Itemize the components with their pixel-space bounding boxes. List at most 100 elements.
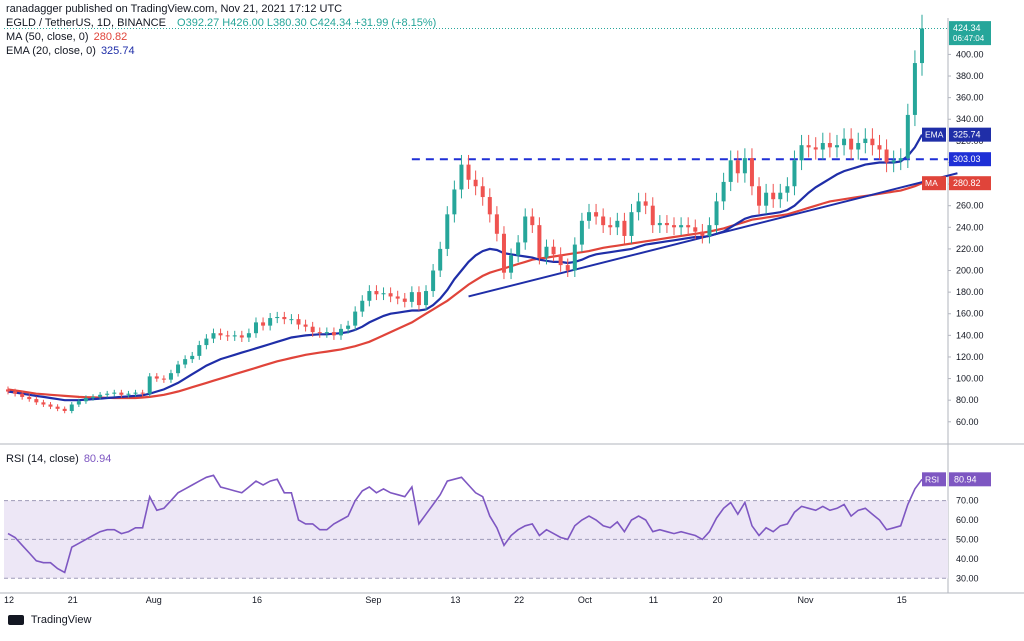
candle-body bbox=[537, 225, 542, 258]
candle-body bbox=[20, 393, 25, 397]
candle-body bbox=[140, 392, 145, 394]
candle-body bbox=[870, 138, 875, 146]
publisher-text: ranadagger published on TradingView.com,… bbox=[6, 3, 343, 15]
rsi-value-label: 80.94 bbox=[954, 474, 977, 484]
candle-body bbox=[218, 333, 223, 336]
candle-body bbox=[516, 242, 521, 256]
ma-legend: MA (50, close, 0) 280.82 bbox=[6, 31, 129, 43]
candle-body bbox=[806, 145, 811, 148]
candle-body bbox=[282, 316, 287, 320]
price-axis-label: 260.00 bbox=[956, 201, 984, 211]
candle-body bbox=[636, 201, 641, 213]
candle-body bbox=[34, 399, 39, 403]
ema-legend-label: EMA (20, close, 0) bbox=[6, 45, 96, 57]
time-axis-label: 11 bbox=[649, 595, 658, 605]
candle-body bbox=[154, 376, 159, 379]
candle-body bbox=[608, 225, 613, 228]
price-label-value: 424.34 bbox=[953, 23, 981, 33]
price-tag-box bbox=[922, 127, 946, 142]
candle-body bbox=[707, 225, 712, 236]
candle-body bbox=[204, 338, 209, 346]
candle-body bbox=[728, 160, 733, 182]
candle-body bbox=[544, 246, 549, 258]
candle-body bbox=[367, 291, 372, 301]
time-axis-label: Aug bbox=[146, 595, 162, 605]
price-axis-label: 60.00 bbox=[956, 417, 979, 427]
candle-body bbox=[211, 333, 216, 339]
candle-body bbox=[749, 158, 754, 187]
candle-body bbox=[41, 402, 46, 405]
rsi-legend: RSI (14, close) 80.94 bbox=[6, 453, 113, 465]
candle-body bbox=[721, 181, 726, 202]
candle-body bbox=[395, 296, 400, 299]
candle-body bbox=[416, 292, 421, 306]
candle-body bbox=[374, 291, 379, 295]
candle-body bbox=[601, 216, 606, 226]
candle-body bbox=[735, 160, 740, 174]
ma-50-line bbox=[7, 182, 923, 400]
candle-body bbox=[643, 201, 648, 206]
candle-body bbox=[261, 322, 266, 326]
rsi-value-box bbox=[949, 472, 991, 487]
candle-body bbox=[856, 143, 861, 150]
ema-legend-value: 325.74 bbox=[100, 45, 135, 57]
candle-body bbox=[742, 158, 747, 174]
price-label-countdown: 06:47:04 bbox=[953, 34, 985, 43]
rsi-axis-label: 40.00 bbox=[956, 554, 979, 564]
time-axis-label: 21 bbox=[68, 595, 78, 605]
candle-body bbox=[920, 28, 924, 64]
candle-body bbox=[346, 325, 351, 329]
time-axis-label: Sep bbox=[365, 595, 381, 605]
candle-body bbox=[764, 192, 769, 206]
candle-body bbox=[296, 319, 301, 325]
candle-body bbox=[466, 164, 471, 180]
candle-body bbox=[849, 138, 854, 150]
tradingview-brand: TradingView bbox=[30, 614, 92, 626]
rsi-axis-label: 50.00 bbox=[956, 534, 979, 544]
candle-body bbox=[842, 138, 847, 146]
candle-body bbox=[501, 233, 506, 273]
rsi-legend-label: RSI (14, close) bbox=[6, 453, 79, 465]
price-axis-label: 180.00 bbox=[956, 287, 984, 297]
price-label-box bbox=[949, 176, 991, 191]
ohlc-text: O392.27 H426.00 L380.30 C424.34 +31.99 (… bbox=[177, 17, 437, 29]
candle-body bbox=[438, 248, 443, 271]
candle-body bbox=[126, 393, 131, 395]
candle-body bbox=[424, 291, 429, 306]
price-label-value: 325.74 bbox=[953, 130, 981, 140]
candle-body bbox=[459, 164, 464, 190]
time-axis-label: 12 bbox=[4, 595, 14, 605]
candle-body bbox=[317, 332, 322, 334]
price-axis-label: 240.00 bbox=[956, 222, 984, 232]
candle-body bbox=[13, 391, 18, 394]
candle-body bbox=[813, 147, 818, 150]
candle-body bbox=[289, 319, 294, 321]
candle-body bbox=[530, 216, 535, 226]
candle-body bbox=[190, 355, 195, 360]
candle-body bbox=[55, 406, 60, 409]
candle-body bbox=[268, 318, 273, 326]
candle-body bbox=[324, 332, 329, 334]
candle-body bbox=[834, 145, 839, 148]
price-label-value: 303.03 bbox=[953, 154, 981, 164]
price-axis-label: 160.00 bbox=[956, 309, 984, 319]
rsi-axis-label: 70.00 bbox=[956, 496, 979, 506]
candle-body bbox=[757, 186, 762, 206]
candle-body bbox=[523, 216, 528, 243]
candle-body bbox=[473, 179, 478, 187]
rsi-tag-label: RSI bbox=[925, 474, 939, 484]
candle-body bbox=[69, 404, 74, 411]
candle-body bbox=[650, 205, 655, 226]
price-label-box bbox=[949, 152, 991, 167]
candle-body bbox=[622, 220, 627, 236]
time-axis-label: 20 bbox=[713, 595, 723, 605]
candle-body bbox=[686, 225, 691, 228]
candle-body bbox=[820, 143, 825, 150]
time-axis-label: Oct bbox=[578, 595, 593, 605]
candle-body bbox=[672, 225, 677, 228]
candle-body bbox=[877, 145, 882, 150]
price-axis-label: 220.00 bbox=[956, 244, 984, 254]
price-axis-label: 120.00 bbox=[956, 352, 984, 362]
candle-body bbox=[771, 192, 776, 200]
